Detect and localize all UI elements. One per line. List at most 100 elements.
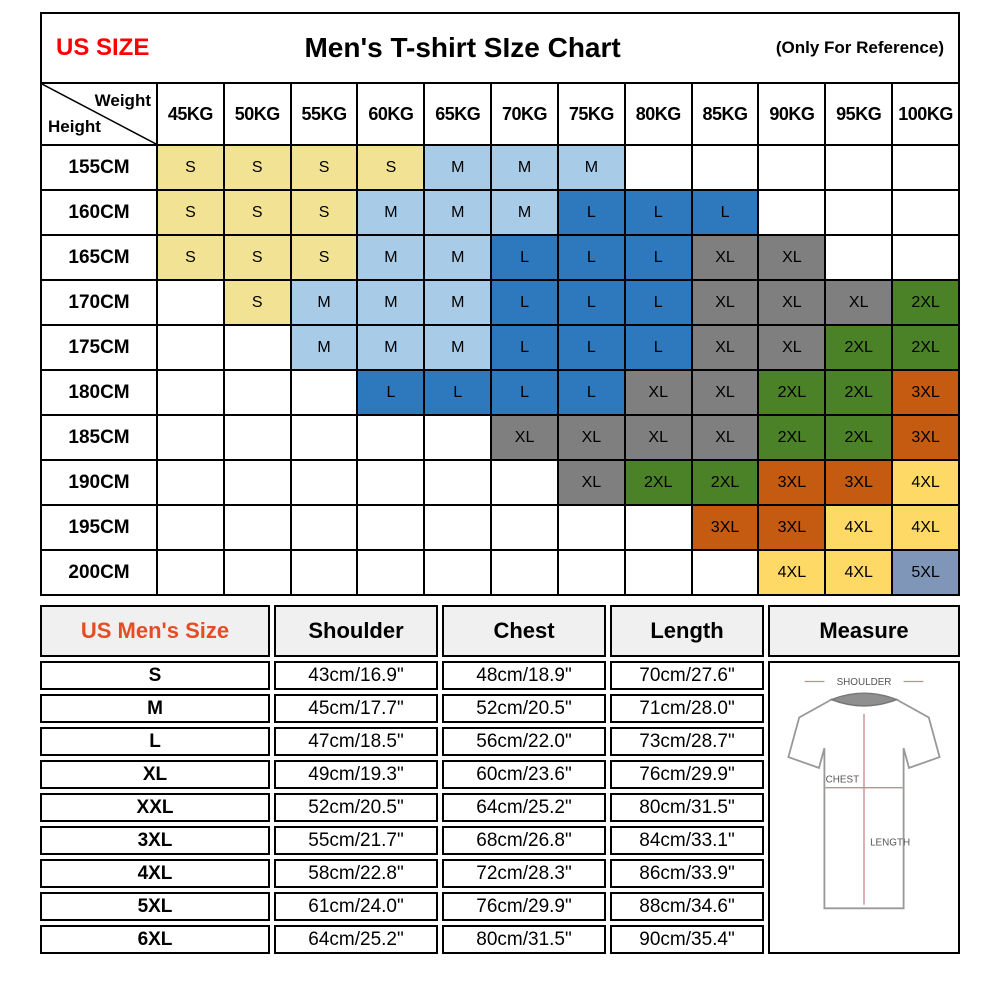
size-cell-xl: XL bbox=[556, 459, 626, 506]
size-cell-s: S bbox=[222, 234, 292, 281]
column-header-shoulder: Shoulder bbox=[274, 605, 438, 657]
size-cell-xl: XL bbox=[623, 369, 693, 416]
column-header-length: Length bbox=[610, 605, 764, 657]
size-cell-l: L bbox=[556, 279, 626, 326]
empty-cell bbox=[623, 504, 693, 551]
shoulder-measure-label: SHOULDER bbox=[837, 677, 892, 688]
size-cell-2xl: 2XL bbox=[690, 459, 760, 506]
size-cell-2xl: 2XL bbox=[824, 369, 894, 416]
size-cell-m: M bbox=[423, 144, 493, 191]
size-cell-m: M bbox=[423, 234, 493, 281]
empty-cell bbox=[891, 189, 960, 236]
empty-cell bbox=[891, 144, 960, 191]
us-size-value: M bbox=[40, 694, 270, 723]
size-cell-xl: XL bbox=[690, 369, 760, 416]
size-cell-s: S bbox=[156, 234, 225, 281]
size-cell-xl: XL bbox=[690, 234, 760, 281]
weight-column-header: 65KG bbox=[423, 82, 493, 146]
shoulder-value: 49cm/19.3" bbox=[274, 760, 438, 789]
size-cell-l: L bbox=[556, 189, 626, 236]
empty-cell bbox=[891, 234, 960, 281]
length-value: 80cm/31.5" bbox=[610, 793, 764, 822]
empty-cell bbox=[423, 504, 493, 551]
size-grid-body: 155CM S S S S M M M 160CM S S S M M M L L L 165CM S S S M M L L L X… bbox=[40, 144, 960, 596]
empty-cell bbox=[757, 144, 827, 191]
size-cell-s: S bbox=[289, 189, 359, 236]
height-row: 170CM S M M M L L L XL XL XL 2XL bbox=[40, 279, 960, 326]
size-cell-s: S bbox=[222, 279, 292, 326]
chart-title: Men's T-shirt SIze Chart bbox=[304, 32, 621, 63]
tshirt-diagram: SHOULDER CHEST LENGTH bbox=[787, 677, 941, 910]
size-cell-m: M bbox=[356, 234, 426, 281]
size-cell-m: M bbox=[356, 189, 426, 236]
size-cell-l: L bbox=[556, 369, 626, 416]
size-cell-4xl: 4XL bbox=[824, 504, 894, 551]
weight-column-header: 100KG bbox=[891, 82, 960, 146]
measurement-table: US Men's Size Shoulder Chest Length Meas… bbox=[40, 605, 960, 954]
weight-column-header: 70KG bbox=[490, 82, 559, 146]
empty-cell bbox=[690, 549, 760, 596]
shoulder-value: 55cm/21.7" bbox=[274, 826, 438, 855]
size-cell-2xl: 2XL bbox=[824, 414, 894, 461]
empty-cell bbox=[222, 459, 292, 506]
column-header-chest: Chest bbox=[442, 605, 606, 657]
empty-cell bbox=[824, 234, 894, 281]
size-cell-m: M bbox=[423, 279, 493, 326]
weight-column-header: 60KG bbox=[356, 82, 426, 146]
size-cell-4xl: 4XL bbox=[824, 549, 894, 596]
size-cell-4xl: 4XL bbox=[757, 549, 827, 596]
shoulder-value: 58cm/22.8" bbox=[274, 859, 438, 888]
length-value: 71cm/28.0" bbox=[610, 694, 764, 723]
size-cell-m: M bbox=[356, 279, 426, 326]
height-row-header: 165CM bbox=[40, 234, 158, 281]
empty-cell bbox=[156, 369, 225, 416]
chest-value: 64cm/25.2" bbox=[442, 793, 606, 822]
empty-cell bbox=[757, 189, 827, 236]
empty-cell bbox=[490, 549, 559, 596]
size-cell-5xl: 5XL bbox=[891, 549, 960, 596]
empty-cell bbox=[356, 414, 426, 461]
shoulder-value: 61cm/24.0" bbox=[274, 892, 438, 921]
empty-cell bbox=[289, 414, 359, 461]
size-cell-l: L bbox=[490, 234, 559, 281]
height-row: 195CM 3XL 3XL 4XL 4XL bbox=[40, 504, 960, 551]
us-size-value: L bbox=[40, 727, 270, 756]
size-cell-xl: XL bbox=[757, 279, 827, 326]
empty-cell bbox=[356, 459, 426, 506]
reference-note: (Only For Reference) bbox=[775, 38, 944, 57]
empty-cell bbox=[222, 369, 292, 416]
length-value: 86cm/33.9" bbox=[610, 859, 764, 888]
size-cell-xl: XL bbox=[824, 279, 894, 326]
empty-cell bbox=[289, 459, 359, 506]
size-cell-2xl: 2XL bbox=[891, 324, 960, 371]
us-size-value: 4XL bbox=[40, 859, 270, 888]
size-grid-table: Weight Height 45KG 50KG 55KG 60KG 65KG 70KG 75… bbox=[40, 82, 960, 596]
measure-diagram-cell: SHOULDER CHEST LENGTH bbox=[768, 661, 960, 954]
empty-cell bbox=[824, 144, 894, 191]
measure-lines bbox=[804, 680, 924, 905]
chest-value: 60cm/23.6" bbox=[442, 760, 606, 789]
empty-cell bbox=[156, 324, 225, 371]
us-size-value: XXL bbox=[40, 793, 270, 822]
size-cell-l: L bbox=[623, 234, 693, 281]
weight-column-header: 45KG bbox=[156, 82, 225, 146]
empty-cell bbox=[222, 549, 292, 596]
chest-value: 72cm/28.3" bbox=[442, 859, 606, 888]
size-cell-2xl: 2XL bbox=[757, 414, 827, 461]
size-cell-xl: XL bbox=[490, 414, 559, 461]
empty-cell bbox=[623, 144, 693, 191]
empty-cell bbox=[356, 549, 426, 596]
empty-cell bbox=[156, 549, 225, 596]
chest-value: 56cm/22.0" bbox=[442, 727, 606, 756]
empty-cell bbox=[824, 189, 894, 236]
weight-column-header: 90KG bbox=[757, 82, 827, 146]
us-size-label: US SIZE bbox=[56, 34, 150, 61]
us-size-value: 6XL bbox=[40, 925, 270, 954]
corner-height-label: Height bbox=[48, 117, 101, 136]
size-cell-l: L bbox=[556, 324, 626, 371]
size-cell-l: L bbox=[623, 279, 693, 326]
tshirt-collar-icon bbox=[829, 692, 899, 707]
column-header-us-size: US Men's Size bbox=[40, 605, 270, 657]
shoulder-value: 47cm/18.5" bbox=[274, 727, 438, 756]
